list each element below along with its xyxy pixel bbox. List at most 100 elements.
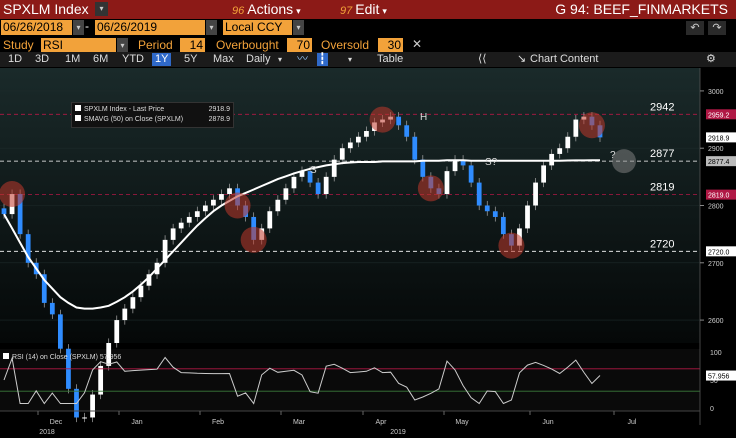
back-icon[interactable]: ↶ xyxy=(686,21,704,35)
overbought-input[interactable]: 70 xyxy=(287,38,312,52)
candle[interactable] xyxy=(565,136,571,149)
candle[interactable] xyxy=(355,136,361,143)
candle[interactable] xyxy=(178,222,184,229)
candle[interactable] xyxy=(331,159,337,177)
legend-checkbox[interactable] xyxy=(75,115,81,121)
candle[interactable] xyxy=(291,176,297,189)
range-max[interactable]: Max xyxy=(213,53,234,65)
candle[interactable] xyxy=(211,199,216,206)
candle[interactable] xyxy=(1,208,7,215)
line-chart-icon[interactable]: 〰 xyxy=(297,53,308,65)
forward-icon[interactable]: ↷ xyxy=(708,21,726,35)
chevron-down-icon[interactable]: ▾ xyxy=(73,20,84,35)
chart-content-button[interactable]: Chart Content xyxy=(530,53,599,65)
candle[interactable] xyxy=(444,171,450,195)
date-bar: 06/26/2018 ▾ - 06/26/2019 ▾ Local CCY ▾ … xyxy=(0,19,736,37)
candle[interactable] xyxy=(90,394,95,418)
candle[interactable] xyxy=(138,285,144,298)
edit-menu[interactable]: 97 Edit ▾ xyxy=(340,1,387,17)
table-button[interactable]: Table xyxy=(377,53,404,65)
frequency-select[interactable]: Daily xyxy=(246,53,271,65)
candle[interactable] xyxy=(162,239,168,263)
actions-menu[interactable]: 96 Actions ▾ xyxy=(232,1,301,17)
candle[interactable] xyxy=(267,211,273,229)
range-1d[interactable]: 1D xyxy=(8,53,23,65)
chevron-down-icon[interactable]: ▾ xyxy=(117,38,128,52)
candle[interactable] xyxy=(25,234,31,263)
oversold-input[interactable]: 30 xyxy=(378,38,403,52)
candle[interactable] xyxy=(492,211,498,217)
chart-content-icon[interactable]: ↘ xyxy=(517,53,527,65)
candle[interactable] xyxy=(82,417,87,419)
currency-select[interactable]: Local CCY xyxy=(223,20,292,35)
candle[interactable] xyxy=(202,205,208,212)
candle[interactable] xyxy=(533,182,538,206)
candle[interactable] xyxy=(323,176,329,195)
candle[interactable] xyxy=(194,211,200,217)
candle-chart-icon[interactable]: ┇ xyxy=(317,53,328,66)
candle[interactable] xyxy=(57,314,63,349)
candle[interactable] xyxy=(420,159,426,177)
settings-icon[interactable]: ⚙ xyxy=(706,53,716,65)
candle[interactable] xyxy=(17,194,23,235)
candle[interactable] xyxy=(227,188,232,195)
highlight-circle xyxy=(0,181,26,208)
date-separator: - xyxy=(85,19,89,33)
range-6m[interactable]: 6M xyxy=(93,53,109,65)
legend-checkbox[interactable] xyxy=(75,105,81,111)
double-chevron-icon[interactable]: ⟨⟨ xyxy=(478,53,487,65)
candle[interactable] xyxy=(41,274,47,303)
close-icon[interactable]: ✕ xyxy=(412,37,423,51)
security-title[interactable]: SPXLM Index xyxy=(3,1,89,17)
overbought-label: Overbought xyxy=(216,38,279,52)
candle[interactable] xyxy=(98,365,104,395)
range-1y[interactable]: 1Y xyxy=(152,53,172,66)
candle[interactable] xyxy=(573,119,579,137)
candle[interactable] xyxy=(275,199,281,212)
projection-circle xyxy=(612,149,636,174)
candle[interactable] xyxy=(468,165,474,183)
period-input[interactable]: 14 xyxy=(180,38,205,52)
range-5y[interactable]: 5Y xyxy=(184,53,198,65)
chevron-down-icon[interactable]: ▾ xyxy=(206,20,217,35)
candle[interactable] xyxy=(315,182,321,195)
start-date-field[interactable]: 06/26/2018 xyxy=(1,20,72,35)
title-dropdown[interactable]: ▾ xyxy=(95,2,108,16)
candle[interactable] xyxy=(541,165,547,183)
candle[interactable] xyxy=(557,148,563,154)
candle[interactable] xyxy=(452,159,458,172)
range-3d[interactable]: 3D xyxy=(35,53,50,65)
candle[interactable] xyxy=(114,320,120,343)
candle[interactable] xyxy=(130,297,136,309)
candle[interactable] xyxy=(525,205,530,229)
range-ytd[interactable]: YTD xyxy=(122,53,144,65)
candle[interactable] xyxy=(347,142,353,149)
chevron-down-icon[interactable]: ▾ xyxy=(278,55,283,64)
candle[interactable] xyxy=(339,148,345,160)
candle[interactable] xyxy=(404,125,410,137)
candle[interactable] xyxy=(412,136,418,160)
chevron-down-icon[interactable]: ▾ xyxy=(293,20,304,35)
chevron-down-icon[interactable]: ▾ xyxy=(348,55,353,64)
candle[interactable] xyxy=(476,182,482,206)
candle[interactable] xyxy=(219,194,224,200)
end-date-field[interactable]: 06/26/2019 xyxy=(95,20,205,35)
legend-checkbox[interactable] xyxy=(3,353,9,359)
candle[interactable] xyxy=(49,302,55,315)
candle[interactable] xyxy=(106,343,112,366)
candle[interactable] xyxy=(299,171,305,177)
candle[interactable] xyxy=(549,153,555,166)
candle[interactable] xyxy=(364,131,369,137)
candle[interactable] xyxy=(146,274,152,286)
candle[interactable] xyxy=(396,116,402,126)
candle[interactable] xyxy=(283,188,289,200)
candle[interactable] xyxy=(500,216,506,235)
candle[interactable] xyxy=(122,308,128,321)
candle[interactable] xyxy=(186,216,192,223)
candle[interactable] xyxy=(484,205,490,212)
candle[interactable] xyxy=(307,171,313,183)
range-1m[interactable]: 1M xyxy=(65,53,81,65)
candle[interactable] xyxy=(460,159,466,166)
study-select[interactable]: RSI xyxy=(41,38,116,52)
candle[interactable] xyxy=(170,228,176,240)
